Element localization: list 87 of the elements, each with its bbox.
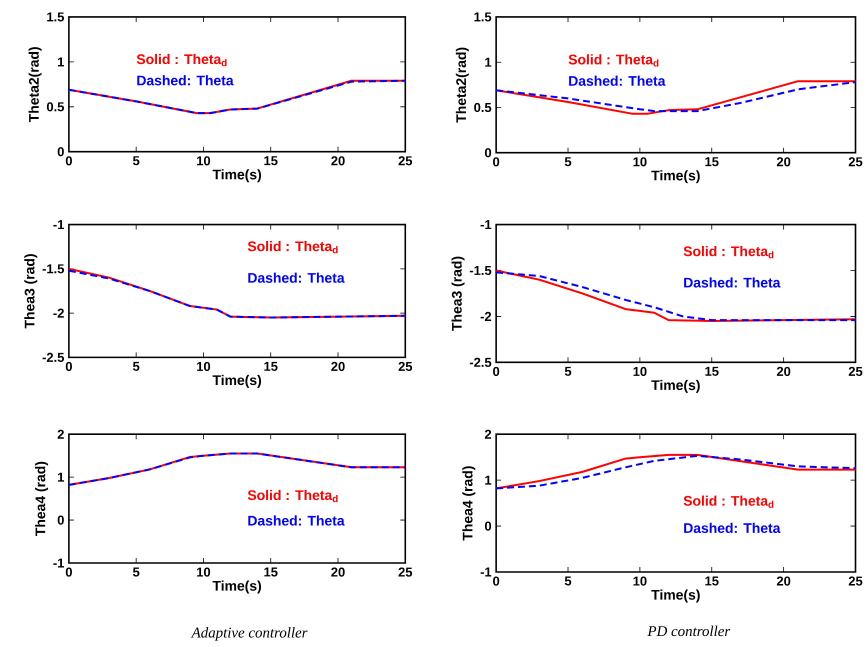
x-tick-label: 0 — [66, 568, 72, 577]
x-tick-label: 5 — [564, 576, 572, 586]
annotation: Solid : Theta$_{d}$ — [684, 496, 774, 508]
y-tick-label: 1 — [58, 472, 64, 482]
annotation: Dashed: Theta — [684, 277, 781, 288]
y-tick-label: 0 — [58, 516, 64, 525]
annotation: Solid : Theta$_{d}$ — [684, 246, 774, 258]
y-tick-label: -2 — [53, 308, 64, 318]
x-tick-label: 10 — [634, 366, 647, 376]
x-tick-label: 10 — [197, 362, 210, 372]
x-axis-title: Time(s) — [651, 590, 700, 603]
annotation: Dashed: Theta — [248, 272, 345, 283]
y-tick-label: -2 — [480, 312, 492, 322]
y-tick-label: 0.5 — [46, 102, 64, 112]
y-tick-label: -1 — [480, 220, 492, 230]
y-tick-label: 0 — [484, 148, 492, 158]
y-tick-label: 2 — [58, 430, 64, 439]
x-tick-label: 10 — [197, 156, 210, 166]
annotation: Dashed: Theta — [137, 75, 234, 86]
x-tick-label: 5 — [564, 157, 572, 166]
x-tick-label: 20 — [776, 576, 790, 586]
x-tick-label: 15 — [264, 362, 278, 371]
y-axis-title: Theta2(rad) — [456, 48, 469, 123]
x-axis-title: Time(s) — [212, 374, 262, 388]
y-tick-label: -1 — [53, 558, 64, 568]
y-tick-label: 0.5 — [474, 102, 492, 112]
x-tick-label: 25 — [398, 362, 412, 372]
y-tick-label: 1.5 — [47, 12, 64, 22]
text: PD controller — [647, 626, 730, 636]
annotation: Dashed: Theta — [569, 76, 666, 86]
y-axis-title: Thea4 (rad) — [35, 462, 48, 536]
y-tick-label: -2.5 — [42, 352, 64, 362]
x-tick-label: 20 — [776, 366, 790, 376]
x-tick-label: 0 — [493, 576, 500, 586]
y-axis-title: Thea4 (rad) — [462, 466, 476, 541]
x-axis-title: Time(s) — [212, 580, 262, 594]
y-tick-label: -1.5 — [470, 266, 492, 276]
x-tick-label: 15 — [264, 568, 278, 577]
annotation: Solid : Theta$_{d}$ — [568, 54, 658, 67]
x-axis-title: Time(s) — [651, 380, 700, 393]
x-tick-label: 15 — [705, 576, 719, 586]
annotation: Solid : Theta$_{d}$ — [248, 241, 338, 254]
x-tick-label: 5 — [132, 362, 140, 371]
x-tick-label: 10 — [197, 568, 210, 577]
y-tick-label: -2.5 — [470, 358, 492, 367]
annotation: Dashed: Theta — [248, 515, 345, 526]
x-tick-label: 0 — [493, 366, 500, 376]
x-tick-label: 0 — [493, 157, 500, 166]
x-tick-label: 0 — [66, 362, 72, 372]
y-axis-title: Thea3 (rad) — [452, 256, 465, 331]
x-axis-title: Time(s) — [212, 169, 262, 182]
y-tick-label: 0 — [58, 147, 64, 156]
x-tick-label: 10 — [634, 576, 647, 586]
x-tick-label: 0 — [66, 156, 72, 166]
y-axis-title: Thea3 (rad) — [24, 254, 38, 328]
x-tick-label: 15 — [705, 157, 719, 166]
y-tick-label: -1 — [53, 220, 64, 230]
x-tick-label: 15 — [264, 156, 278, 166]
x-tick-label: 5 — [132, 568, 140, 577]
x-tick-label: 15 — [705, 366, 719, 376]
x-tick-label: 20 — [776, 157, 790, 166]
y-tick-label: 2 — [484, 430, 492, 439]
annotation: Solid : Theta$_{d}$ — [136, 54, 227, 66]
y-tick-label: 0 — [484, 522, 492, 531]
annotation: Dashed: Theta — [684, 522, 781, 534]
annotation: Solid : Theta$_{d}$ — [248, 490, 338, 502]
y-tick-label: 1 — [58, 58, 64, 66]
x-tick-label: 25 — [848, 157, 862, 166]
text: Adaptive controller — [190, 627, 308, 641]
x-tick-label: 25 — [848, 576, 862, 586]
y-tick-label: 1 — [485, 476, 492, 485]
x-tick-label: 20 — [331, 362, 345, 372]
y-tick-label: 1 — [485, 58, 492, 67]
y-tick-label: -1 — [480, 568, 492, 576]
x-tick-label: 25 — [398, 568, 412, 577]
x-tick-label: 25 — [848, 366, 862, 376]
y-tick-label: 1.5 — [474, 12, 492, 22]
x-tick-label: 5 — [564, 366, 572, 376]
y-axis-title: Theta2(rad) — [28, 47, 42, 122]
x-tick-label: 5 — [132, 156, 140, 166]
line-series — [68, 452, 406, 486]
x-tick-label: 10 — [634, 157, 647, 166]
x-axis-title: Time(s) — [651, 170, 700, 184]
x-tick-label: 20 — [331, 156, 345, 166]
y-tick-label: -1.5 — [42, 264, 64, 274]
x-tick-label: 20 — [331, 568, 345, 577]
x-tick-label: 25 — [398, 156, 412, 166]
